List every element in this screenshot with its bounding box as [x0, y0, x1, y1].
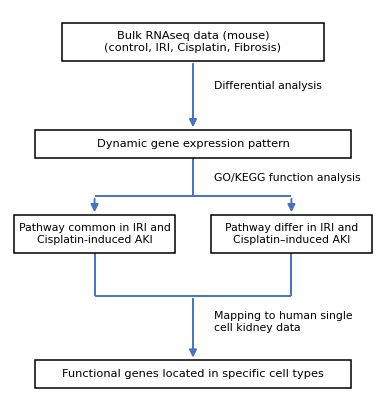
Text: Pathway common in IRI and
Cisplatin-induced AKI: Pathway common in IRI and Cisplatin-indu…: [19, 223, 171, 245]
Text: Differential analysis: Differential analysis: [214, 81, 322, 91]
Text: GO/KEGG function analysis: GO/KEGG function analysis: [214, 173, 361, 183]
Text: Mapping to human single
cell kidney data: Mapping to human single cell kidney data: [214, 311, 353, 333]
FancyBboxPatch shape: [212, 215, 371, 253]
Text: Dynamic gene expression pattern: Dynamic gene expression pattern: [96, 139, 290, 149]
Text: Bulk RNAseq data (mouse)
(control, IRI, Cisplatin, Fibrosis): Bulk RNAseq data (mouse) (control, IRI, …: [105, 31, 281, 53]
FancyBboxPatch shape: [35, 360, 351, 388]
FancyBboxPatch shape: [35, 130, 351, 158]
Text: Functional genes located in specific cell types: Functional genes located in specific cel…: [62, 369, 324, 379]
FancyBboxPatch shape: [15, 215, 174, 253]
Text: Pathway differ in IRI and
Cisplatin–induced AKI: Pathway differ in IRI and Cisplatin–indu…: [225, 223, 358, 245]
FancyBboxPatch shape: [62, 23, 324, 61]
